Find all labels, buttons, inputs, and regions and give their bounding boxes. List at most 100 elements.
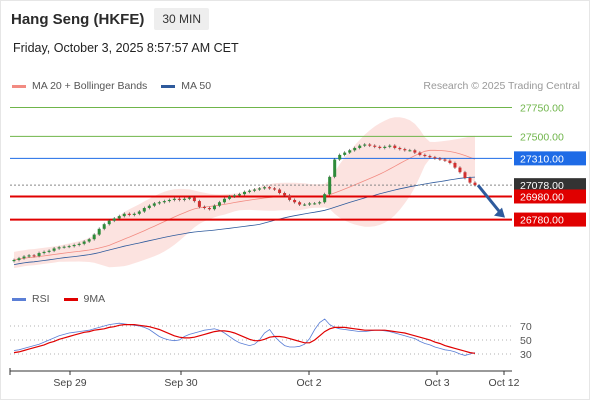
- ma50-line: [13, 176, 476, 265]
- level-label-0: 27750.00: [520, 103, 564, 115]
- candle-36: [192, 197, 196, 202]
- candle-12: [72, 244, 76, 247]
- interval-badge[interactable]: 30 MIN: [154, 8, 210, 30]
- candle-28: [152, 203, 156, 206]
- candle-8: [52, 248, 56, 251]
- candle-51: [268, 187, 272, 189]
- candle-25: [137, 211, 141, 214]
- candle-17: [97, 228, 101, 235]
- candle-33: [177, 198, 181, 200]
- candle-62: [323, 194, 327, 203]
- candle-16: [92, 234, 96, 240]
- candle-31: [167, 199, 171, 202]
- candle-9: [57, 247, 61, 249]
- candle-44: [232, 195, 236, 197]
- candle-40: [212, 205, 216, 210]
- candle-72: [373, 145, 377, 147]
- candle-54: [283, 193, 287, 196]
- candle-38: [202, 206, 206, 209]
- candle-30: [162, 201, 166, 203]
- rsi-series-9ma: [13, 324, 476, 354]
- legend-ma50-swatch: [161, 84, 176, 88]
- candle-85: [438, 158, 442, 160]
- rsi-tick-30: 30: [520, 349, 532, 361]
- time-label-1: Sep 30: [164, 377, 197, 389]
- research-credit: Research © 2025 Trading Central: [423, 80, 580, 92]
- candle-4: [32, 255, 36, 257]
- candle-67: [348, 150, 352, 153]
- legend-ma20-label: MA 20 + Bollinger Bands: [32, 80, 148, 92]
- forecast-arrow-head: [494, 207, 505, 218]
- candle-68: [353, 147, 357, 151]
- legend-ma50-label: MA 50: [181, 80, 212, 92]
- candle-20: [112, 218, 116, 221]
- candle-18: [102, 224, 106, 229]
- level-label-5: 26780.00: [520, 215, 564, 227]
- candle-34: [182, 198, 186, 200]
- candle-52: [273, 188, 277, 190]
- candle-23: [127, 213, 131, 215]
- candle-11: [67, 246, 71, 248]
- candle-74: [383, 146, 387, 148]
- time-label-2: Oct 2: [296, 377, 321, 389]
- forecast-arrow-shaft: [476, 184, 503, 215]
- level-label-4: 26980.00: [520, 191, 564, 203]
- candle-76: [393, 145, 397, 148]
- level-tag-4: [514, 189, 586, 204]
- chart-datetime: Friday, October 3, 2025 8:57:57 AM CET: [13, 41, 239, 55]
- candle-69: [358, 145, 362, 148]
- candle-87: [448, 160, 452, 163]
- candle-80: [413, 150, 417, 153]
- candle-48: [253, 189, 257, 191]
- rsi-tick-70: 70: [520, 321, 532, 333]
- candle-46: [243, 191, 246, 195]
- candle-57: [298, 202, 302, 205]
- candle-79: [408, 150, 412, 152]
- candle-6: [42, 251, 46, 254]
- candle-78: [403, 149, 407, 151]
- candle-43: [227, 196, 231, 199]
- time-label-3: Oct 3: [424, 377, 449, 389]
- candle-42: [222, 198, 226, 203]
- candle-35: [187, 197, 191, 199]
- candle-39: [207, 208, 211, 210]
- candle-37: [197, 201, 201, 207]
- level-tag-5: [514, 212, 586, 227]
- candle-73: [378, 146, 382, 148]
- legend-ma20-swatch: [12, 84, 26, 88]
- candle-70: [363, 144, 367, 146]
- candle-15: [87, 239, 91, 242]
- candle-29: [157, 202, 161, 204]
- candle-81: [418, 152, 422, 155]
- candle-3: [27, 255, 31, 257]
- legend-ma20: MA 20 + Bollinger Bands: [12, 80, 147, 92]
- candle-24: [132, 213, 136, 215]
- candle-13: [77, 243, 81, 245]
- time-label-0: Sep 29: [53, 377, 86, 389]
- candle-82: [423, 154, 427, 157]
- candle-64: [333, 159, 337, 177]
- candle-83: [428, 156, 432, 158]
- candle-53: [278, 189, 282, 194]
- time-label-4: Oct 12: [489, 377, 520, 389]
- level-label-2: 27310.00: [520, 153, 564, 165]
- level-tag-2: [514, 151, 586, 166]
- candle-60: [313, 203, 317, 205]
- ma20-line: [13, 149, 476, 261]
- candle-75: [388, 145, 392, 147]
- candle-50: [263, 187, 267, 189]
- candle-71: [368, 144, 372, 146]
- legend-rsi-label: RSI: [32, 293, 50, 305]
- legend-9ma-label: 9MA: [83, 293, 106, 305]
- candle-1: [17, 258, 21, 260]
- candle-32: [172, 198, 176, 200]
- level-label-1: 27500.00: [520, 131, 564, 143]
- legend-9ma: 9MA: [63, 293, 106, 305]
- legend-9ma-swatch: [63, 297, 78, 301]
- chart-header: Hang Seng (HKFE) 30 MIN: [11, 8, 210, 30]
- candle-47: [248, 190, 252, 192]
- candle-65: [338, 154, 342, 160]
- candle-90: [463, 172, 467, 178]
- level-label-3: 27078.00: [520, 180, 564, 192]
- level-tag-3: [514, 178, 586, 193]
